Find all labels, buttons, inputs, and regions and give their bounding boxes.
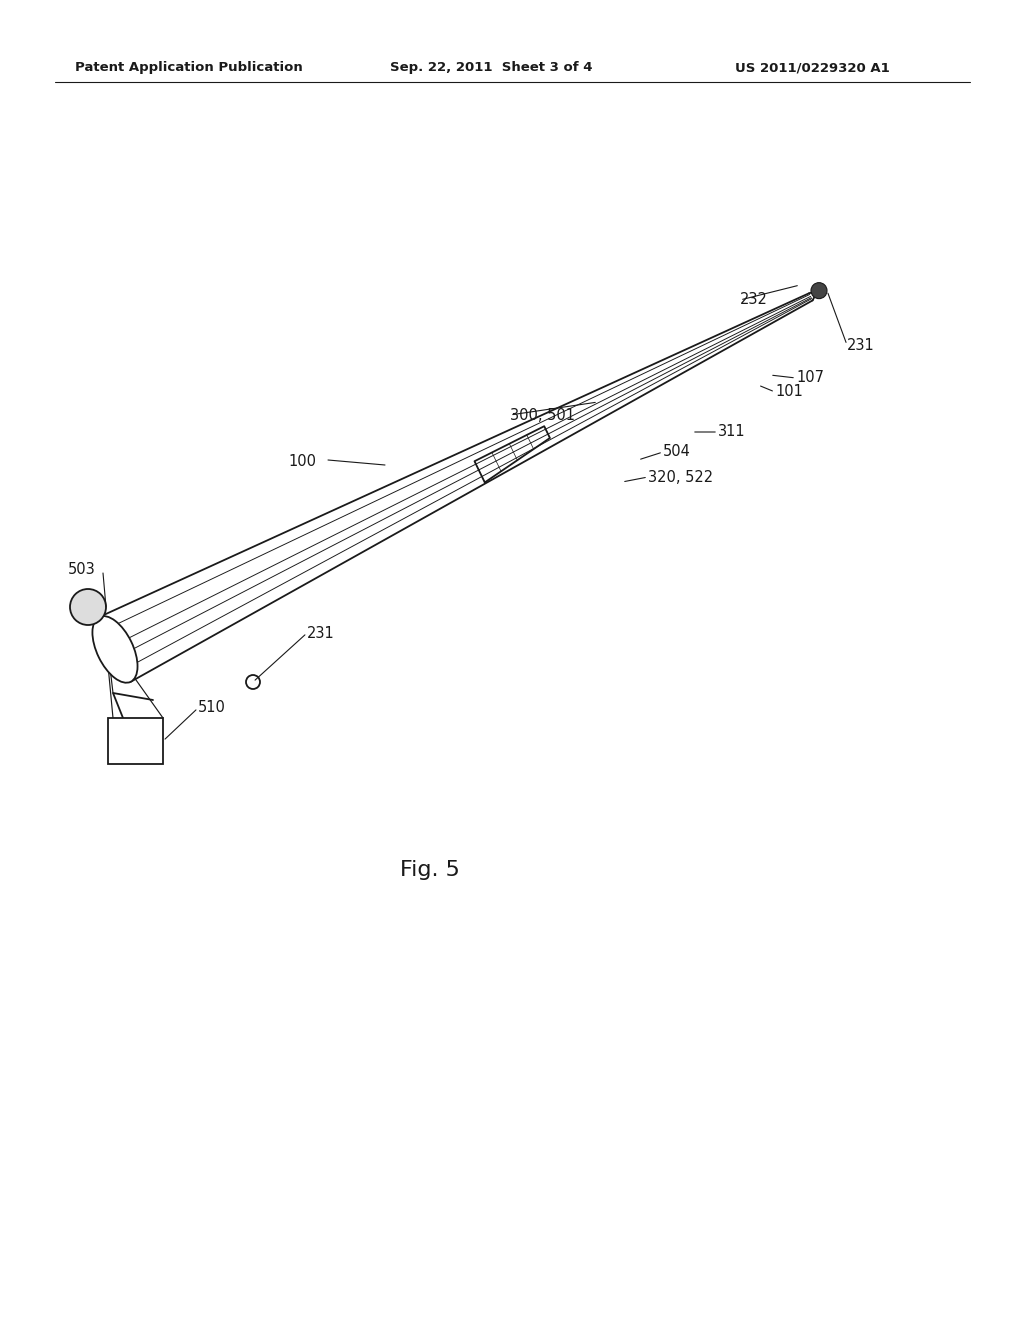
Text: 101: 101 bbox=[775, 384, 803, 400]
Circle shape bbox=[246, 675, 260, 689]
Circle shape bbox=[70, 589, 106, 624]
Text: 232: 232 bbox=[740, 293, 768, 308]
Ellipse shape bbox=[92, 616, 137, 682]
Text: Fig. 5: Fig. 5 bbox=[400, 861, 460, 880]
Text: 231: 231 bbox=[847, 338, 874, 352]
Circle shape bbox=[811, 282, 827, 298]
Text: 504: 504 bbox=[663, 445, 691, 459]
Text: US 2011/0229320 A1: US 2011/0229320 A1 bbox=[735, 62, 890, 74]
Text: 320, 522: 320, 522 bbox=[648, 470, 713, 484]
Text: 100: 100 bbox=[288, 454, 316, 470]
Text: 503: 503 bbox=[68, 562, 96, 578]
Text: 231: 231 bbox=[307, 626, 335, 640]
Text: Sep. 22, 2011  Sheet 3 of 4: Sep. 22, 2011 Sheet 3 of 4 bbox=[390, 62, 593, 74]
Text: 107: 107 bbox=[796, 371, 824, 385]
Bar bbox=[108, 718, 163, 764]
Text: 300, 501: 300, 501 bbox=[510, 408, 575, 422]
Text: 311: 311 bbox=[718, 425, 745, 440]
Text: 510: 510 bbox=[198, 701, 226, 715]
Text: Patent Application Publication: Patent Application Publication bbox=[75, 62, 303, 74]
